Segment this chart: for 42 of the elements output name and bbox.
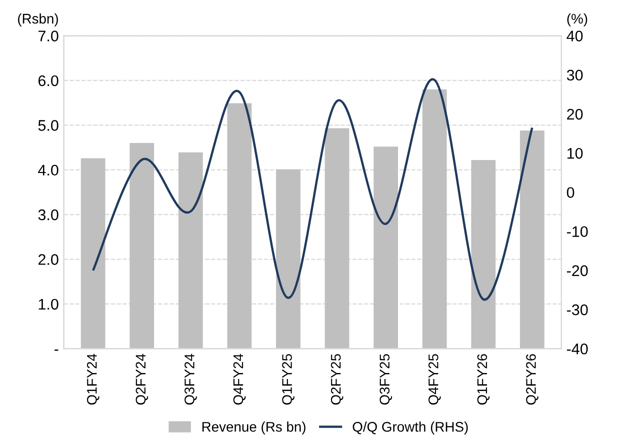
bar xyxy=(80,158,106,349)
legend-label: Revenue (Rs bn) xyxy=(202,422,306,434)
y-tick-label: 2.0 xyxy=(38,254,58,265)
bar xyxy=(130,143,154,349)
y-tick-label: 3.0 xyxy=(38,209,58,220)
x-tick-label: Q1FY24 xyxy=(86,354,100,405)
x-tick-label: Q2FY26 xyxy=(526,354,538,405)
x-tick-label: Q1FY25 xyxy=(282,354,294,405)
x-tick-label: Q4FY25 xyxy=(428,354,441,405)
y-tick-label: 7.0 xyxy=(38,30,58,42)
y-tick-label: 4.0 xyxy=(38,164,58,176)
y2-tick-label: 40 xyxy=(566,30,583,42)
y2-tick-label: 20 xyxy=(567,108,583,120)
y2-axis-title: (%) xyxy=(567,13,588,26)
x-tick-label: Q1FY26 xyxy=(477,354,490,405)
y2-tick-label: -10 xyxy=(566,226,588,238)
y-axis-title: (Rsbn) xyxy=(18,13,58,26)
bar xyxy=(422,89,447,349)
bar xyxy=(324,128,350,349)
legend-label: Q/Q Growth (RHS) xyxy=(352,422,468,434)
x-tick-label: Q3FY24 xyxy=(184,354,197,405)
y-tick-label: 1.0 xyxy=(38,298,58,310)
x-tick-label: Q2FY25 xyxy=(330,354,344,405)
x-tick-label: Q3FY25 xyxy=(380,354,392,405)
y2-tick-label: -40 xyxy=(566,344,588,354)
bar xyxy=(471,160,496,349)
y-tick-label: 5.0 xyxy=(38,120,58,131)
bar xyxy=(178,152,203,349)
y-tick-label: - xyxy=(54,350,58,351)
bar xyxy=(374,146,398,349)
x-tick-label: Q2FY24 xyxy=(136,354,148,405)
x-tick-label: Q4FY24 xyxy=(233,354,246,405)
y2-tick-label: -30 xyxy=(566,304,588,316)
y2-tick-label: 10 xyxy=(567,148,583,159)
line-series xyxy=(92,78,534,300)
y2-tick-label: 30 xyxy=(566,70,583,81)
y-tick-label: 6.0 xyxy=(38,75,58,86)
bar xyxy=(227,103,252,349)
bar xyxy=(520,130,544,349)
y2-tick-label: -20 xyxy=(566,265,588,276)
y2-tick-label: 0 xyxy=(566,187,574,198)
bar xyxy=(276,169,300,349)
